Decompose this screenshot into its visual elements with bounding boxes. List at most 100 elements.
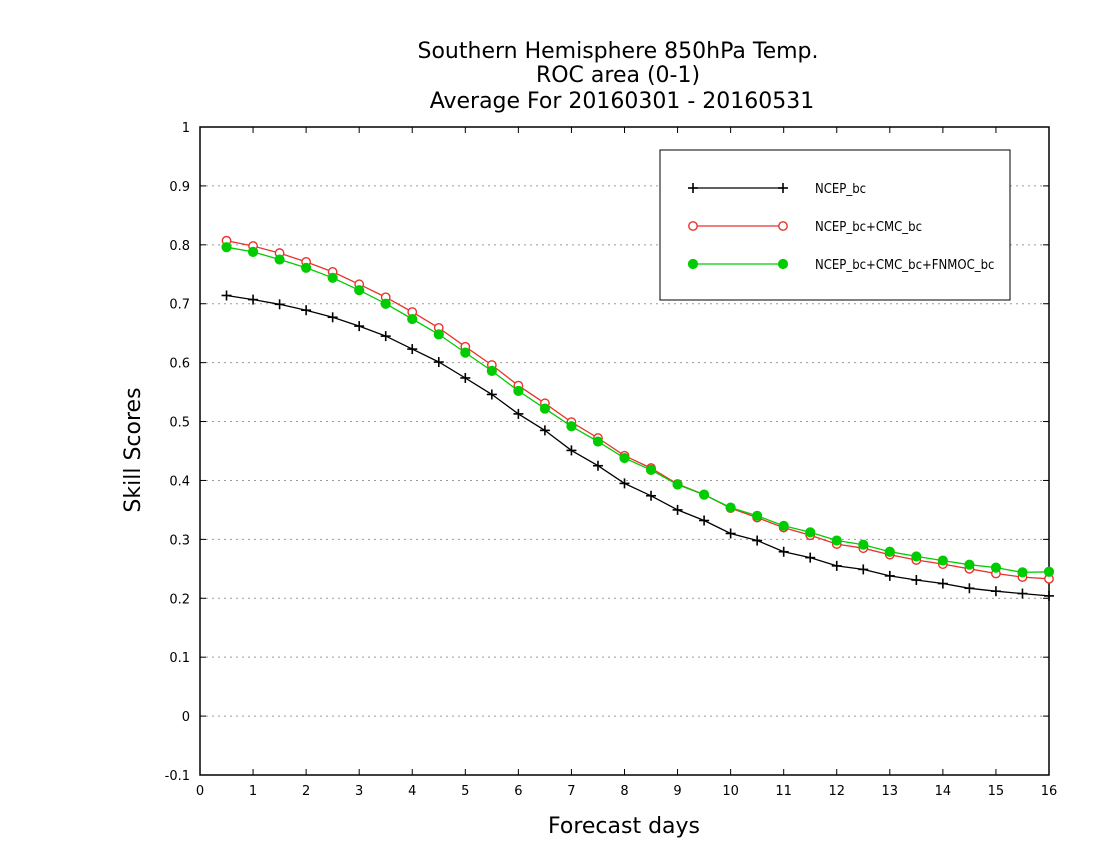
series-2-point-15 <box>619 452 630 464</box>
series-2-point-4 <box>327 272 338 283</box>
legend-entry-2: NCEP_bc+CMC_bc+FNMOC_bc <box>687 258 994 273</box>
series-2-point-12 <box>539 403 551 414</box>
series-0-point-26 <box>911 575 922 586</box>
series-2-point-25 <box>884 546 895 557</box>
legend-label-2: NCEP_bc+CMC_bc+FNMOC_bc <box>815 258 994 273</box>
series-2-point-21 <box>778 520 789 531</box>
chart-title-line-3: Average For 20160301 - 20160531 <box>430 89 815 114</box>
series-0-point-24 <box>858 564 869 575</box>
chart-title-line-1: Southern Hemisphere 850hPa Temp. <box>418 39 819 64</box>
series-2-point-24 <box>858 539 869 550</box>
series-2-point-3 <box>301 262 312 273</box>
series-0-point-16 <box>646 490 657 501</box>
legend-marker-end-2 <box>777 258 789 270</box>
y-axis-ticks: -0.1 0 0.1 0.2 0.3 0.4 0.5 0.6 0.7 0.8 0.9 1 <box>165 121 1049 784</box>
series-0-point-8 <box>433 357 444 368</box>
y-tick-label: 0 <box>182 710 190 725</box>
x-tick-label: 7 <box>567 784 575 799</box>
y-tick-label: 0.9 <box>169 180 190 195</box>
series-0-point-4 <box>327 312 338 323</box>
series-0-point-25 <box>884 570 895 581</box>
legend-marker-end-0 <box>778 183 788 193</box>
series-2-point-0 <box>221 242 232 253</box>
series-2-point-14 <box>592 436 604 447</box>
y-tick-label: 0.1 <box>169 651 190 666</box>
series-0-point-18 <box>699 515 710 526</box>
series-0-point-7 <box>407 344 418 355</box>
series-2-point-1 <box>247 246 259 257</box>
series-0-point-17 <box>672 504 683 515</box>
series-2-point-8 <box>433 329 444 340</box>
x-tick-label: 15 <box>988 784 1005 799</box>
x-tick-label: 2 <box>302 784 310 799</box>
legend-entry-1: NCEP_bc+CMC_bc <box>688 220 922 235</box>
legend-marker-start-1 <box>688 221 698 231</box>
series-0-point-30 <box>1017 588 1028 599</box>
x-tick-label: 8 <box>620 784 628 799</box>
x-tick-label: 5 <box>461 784 469 799</box>
data-series <box>221 235 1055 601</box>
y-tick-label: -0.1 <box>165 769 190 784</box>
y-tick-label: 0.2 <box>169 592 190 607</box>
legend-box <box>659 149 1011 301</box>
series-2-point-7 <box>407 313 418 325</box>
series-0-point-12 <box>539 425 550 436</box>
series-2-point-13 <box>566 421 577 432</box>
series-2-point-19 <box>725 502 736 513</box>
y-tick-label: 0.5 <box>169 416 190 431</box>
x-tick-label: 11 <box>775 784 792 799</box>
y-tick-label: 0.7 <box>169 298 190 313</box>
x-tick-label: 9 <box>673 784 681 799</box>
chart-title-line-2: ROC area (0-1) <box>536 63 700 88</box>
legend: NCEP_bc NCEP_bc+CMC_bc NCEP_bc+CMC_bc+FNMO… <box>659 149 1011 301</box>
series-0 <box>221 290 1054 601</box>
series-0-point-28 <box>964 583 975 594</box>
y-tick-label: 0.6 <box>169 357 190 372</box>
series-line-0 <box>226 294 1050 597</box>
y-axis-label: Skill Scores <box>121 387 146 512</box>
series-0-point-29 <box>990 586 1001 597</box>
y-tick-label: 0.4 <box>169 474 190 489</box>
x-tick-label: 1 <box>249 784 257 799</box>
series-2-point-29 <box>990 562 1002 573</box>
series-0-point-27 <box>937 578 948 589</box>
series-2-point-26 <box>911 551 922 562</box>
series-2-point-9 <box>460 347 471 358</box>
series-0-point-31 <box>1044 590 1054 601</box>
y-tick-label: 0.3 <box>169 533 190 548</box>
y-tick-label: 0.8 <box>169 239 190 254</box>
series-2-point-23 <box>831 535 842 546</box>
chart-title: Southern Hemisphere 850hPa Temp. ROC are… <box>418 39 819 114</box>
series-0-point-10 <box>486 389 497 400</box>
x-axis-ticks: 0 1 2 3 4 5 6 7 8 9 10 11 12 13 14 15 16 <box>196 127 1057 799</box>
series-0-point-13 <box>566 445 577 456</box>
x-tick-label: 6 <box>514 784 522 799</box>
series-2-point-5 <box>354 285 365 296</box>
series-0-point-5 <box>354 321 365 332</box>
x-tick-label: 0 <box>196 784 204 799</box>
series-0-point-9 <box>460 372 471 383</box>
series-2-point-31 <box>1043 566 1055 577</box>
series-0-point-19 <box>725 528 736 539</box>
series-2-point-2 <box>274 254 285 265</box>
x-tick-label: 14 <box>935 784 952 799</box>
legend-label-1: NCEP_bc+CMC_bc <box>815 220 922 235</box>
x-tick-label: 12 <box>828 784 845 799</box>
series-0-point-14 <box>592 460 603 471</box>
series-2-point-28 <box>964 559 975 570</box>
x-tick-label: 3 <box>355 784 363 799</box>
series-0-point-2 <box>274 299 285 310</box>
series-2-point-20 <box>752 510 763 521</box>
x-tick-label: 10 <box>722 784 739 799</box>
series-0-point-20 <box>752 535 763 546</box>
series-0-point-22 <box>805 552 816 563</box>
series-2-point-16 <box>645 464 657 475</box>
series-2-point-10 <box>486 365 497 376</box>
x-tick-label: 16 <box>1041 784 1058 799</box>
series-2-point-30 <box>1017 567 1028 578</box>
series-2 <box>221 242 1055 578</box>
series-2-point-11 <box>513 385 524 397</box>
series-0-point-1 <box>248 294 259 305</box>
series-0-point-11 <box>513 408 524 419</box>
